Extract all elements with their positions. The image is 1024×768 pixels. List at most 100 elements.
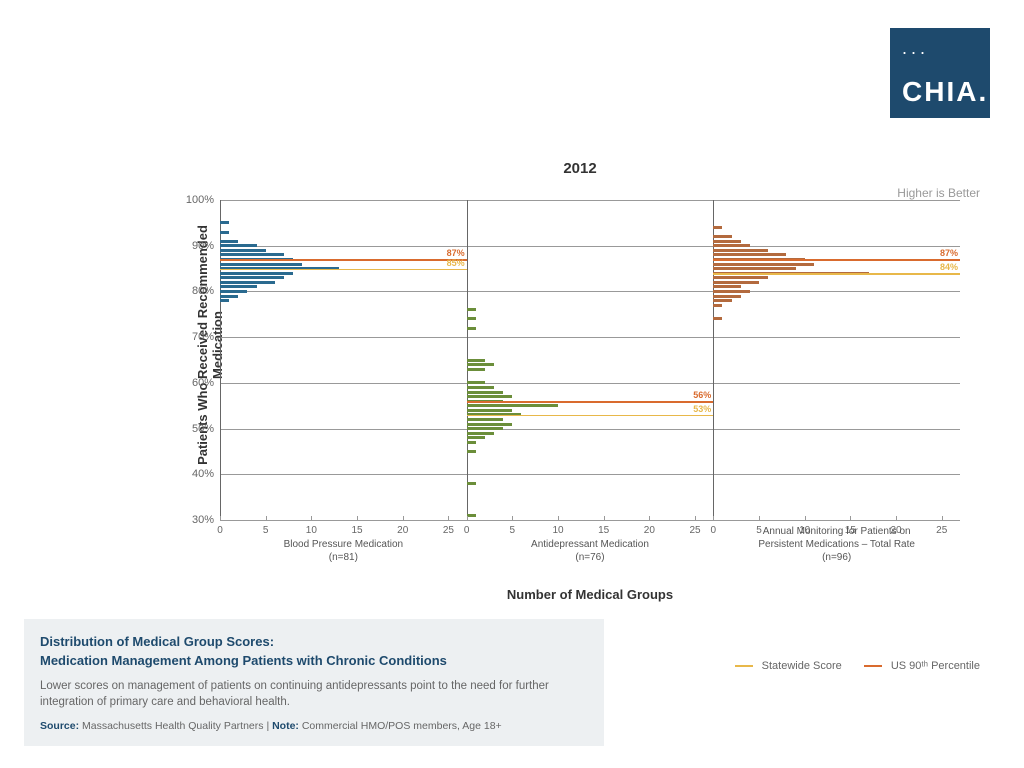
y-tick-label: 100% (170, 194, 214, 206)
histogram-bar (220, 281, 275, 284)
plot-region: Patients Who Received Recommended Medica… (220, 200, 960, 520)
x-tick-label: 0 (464, 525, 470, 536)
histogram-bar (713, 281, 759, 284)
x-tick-label: 5 (263, 525, 269, 536)
histogram-bar (713, 267, 795, 270)
histogram-bar (467, 450, 476, 453)
x-tick-mark (403, 516, 404, 520)
histogram-bar (220, 263, 302, 266)
x-tick-mark (942, 516, 943, 520)
ref-line-us90 (220, 259, 467, 261)
histogram-bar (220, 240, 238, 243)
histogram-bar (467, 308, 476, 311)
x-tick-label: 15 (351, 525, 362, 536)
y-tick-label: 90% (170, 240, 214, 252)
chia-logo: ... CHIA. (890, 28, 990, 118)
x-axis-label: Number of Medical Groups (220, 587, 960, 602)
ref-line-us90 (713, 259, 960, 261)
histogram-bar (467, 432, 494, 435)
note-val: Commercial HMO/POS members, Age 18+ (299, 720, 502, 732)
caption-title-line1: Distribution of Medical Group Scores: (40, 634, 274, 649)
legend-label-us90: US 90ᵗʰ Percentile (891, 660, 980, 672)
histogram-bar (467, 514, 476, 517)
histogram-bar (713, 317, 722, 320)
histogram-bar (467, 327, 476, 330)
histogram-bar (220, 290, 247, 293)
histogram-bar (220, 221, 229, 224)
x-tick-label: 20 (397, 525, 408, 536)
y-tick-label: 80% (170, 285, 214, 297)
x-tick-mark (220, 516, 221, 520)
panel-label: Annual Monitoring for Patients onPersist… (713, 525, 960, 564)
histogram-bar (220, 253, 284, 256)
histogram-bar (467, 482, 476, 485)
x-tick-label: 10 (552, 525, 563, 536)
x-tick-mark (649, 516, 650, 520)
x-tick-mark (850, 516, 851, 520)
legend-swatch-us90 (864, 665, 882, 667)
ref-line-statewide (467, 415, 714, 417)
logo-dots: ... (902, 38, 978, 59)
legend-us90: US 90ᵗʰ Percentile (864, 660, 980, 672)
histogram-bar (467, 395, 513, 398)
x-tick-mark (896, 516, 897, 520)
histogram-bar (713, 249, 768, 252)
chart-title: 2012 (180, 160, 980, 177)
ref-label-statewide: 84% (940, 262, 958, 272)
x-tick-mark (357, 516, 358, 520)
panel-label: Antidepressant Medication(n=76) (467, 538, 714, 564)
gridline (220, 520, 960, 521)
source-key: Source: (40, 720, 79, 732)
histogram-bar (220, 244, 257, 247)
histogram-bar (713, 240, 740, 243)
logo-text: CHIA. (902, 76, 978, 108)
chart-area: 2012 Higher is Better Patients Who Recei… (180, 160, 980, 590)
ref-label-us90: 56% (693, 390, 711, 400)
x-tick-label: 20 (644, 525, 655, 536)
histogram-bar (713, 290, 750, 293)
note-key: Note: (269, 720, 299, 732)
histogram-bar (713, 295, 740, 298)
y-tick-label: 30% (170, 514, 214, 526)
caption-title-line2: Medication Management Among Patients wit… (40, 653, 447, 668)
histogram-bar (220, 231, 229, 234)
x-tick-mark (467, 516, 468, 520)
histogram-bar (467, 427, 504, 430)
x-tick-mark (713, 516, 714, 520)
legend-swatch-statewide (735, 665, 753, 667)
histogram-bar (467, 359, 485, 362)
caption-title: Distribution of Medical Group Scores: Me… (40, 633, 588, 669)
x-tick-mark (805, 516, 806, 520)
x-tick-mark (512, 516, 513, 520)
histogram-bar (713, 285, 740, 288)
histogram-bar (220, 285, 257, 288)
x-tick-label: 25 (443, 525, 454, 536)
x-tick-label: 15 (598, 525, 609, 536)
histogram-bar (467, 386, 494, 389)
histogram-bar (467, 409, 513, 412)
histogram-bar (713, 235, 731, 238)
histogram-bar (467, 317, 476, 320)
caption-body: Lower scores on management of patients o… (40, 678, 588, 710)
x-tick-label: 0 (217, 525, 223, 536)
histogram-bar (467, 423, 513, 426)
legend-label-statewide: Statewide Score (762, 660, 842, 672)
histogram-bar (713, 244, 750, 247)
x-tick-mark (604, 516, 605, 520)
histogram-bar (713, 299, 731, 302)
legend-statewide: Statewide Score (735, 660, 842, 672)
ref-line-statewide (220, 269, 467, 271)
histogram-bar (220, 299, 229, 302)
histogram-bar (467, 363, 494, 366)
x-tick-mark (759, 516, 760, 520)
ref-label-us90: 87% (940, 248, 958, 258)
y-tick-label: 60% (170, 377, 214, 389)
histogram-bar (467, 391, 504, 394)
chart-panel: 56%53%0510152025Antidepressant Medicatio… (467, 200, 714, 520)
x-tick-mark (695, 516, 696, 520)
x-tick-label: 5 (510, 525, 516, 536)
ref-line-us90 (467, 401, 714, 403)
histogram-bar (220, 276, 284, 279)
source-val: Massachusetts Health Quality Partners (79, 720, 266, 732)
histogram-bar (220, 295, 238, 298)
